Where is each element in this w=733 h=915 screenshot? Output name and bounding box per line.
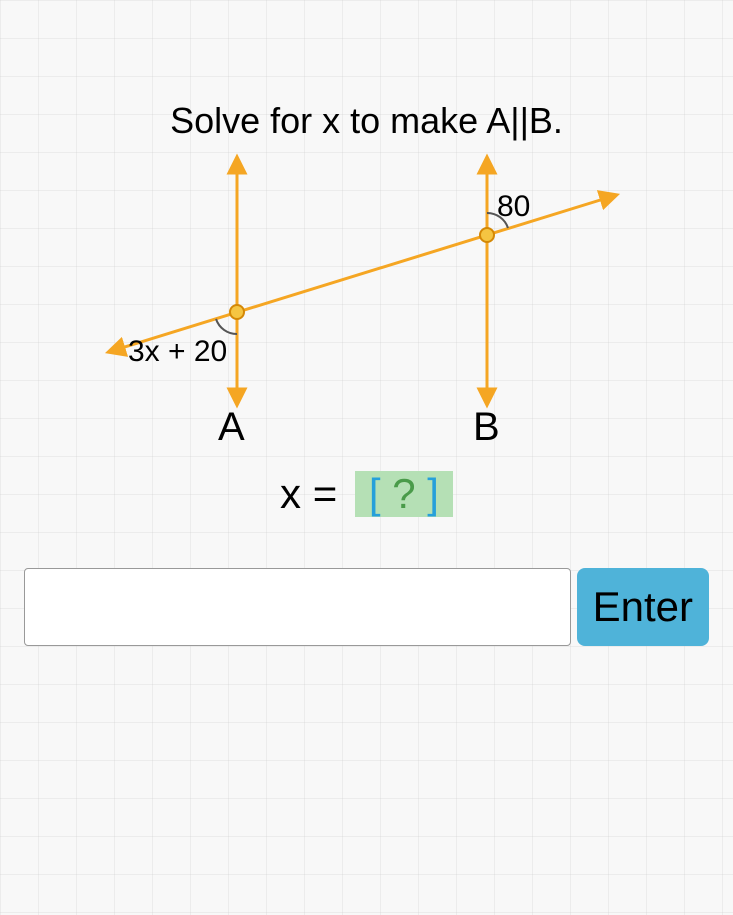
line-label-a: A — [218, 405, 245, 450]
transversal-line — [115, 197, 610, 350]
enter-button[interactable]: Enter — [577, 568, 709, 646]
angle-arc-3x20 — [216, 319, 237, 334]
point-b — [480, 228, 494, 242]
bracket-close: ] — [427, 470, 439, 517]
prompt-prefix: x = — [280, 470, 349, 517]
input-row: Enter — [24, 568, 709, 646]
point-a — [230, 305, 244, 319]
answer-input[interactable] — [24, 568, 571, 646]
question-mark: ? — [381, 470, 428, 517]
problem-title: Solve for x to make A||B. — [0, 100, 733, 142]
answer-placeholder-box: [ ? ] — [355, 471, 453, 517]
angle-label-80: 80 — [497, 190, 530, 224]
answer-prompt: x = [ ? ] — [0, 470, 733, 518]
line-label-b: B — [473, 405, 500, 450]
bracket-open: [ — [369, 470, 381, 517]
angle-label-3x20: 3x + 20 — [128, 335, 227, 369]
